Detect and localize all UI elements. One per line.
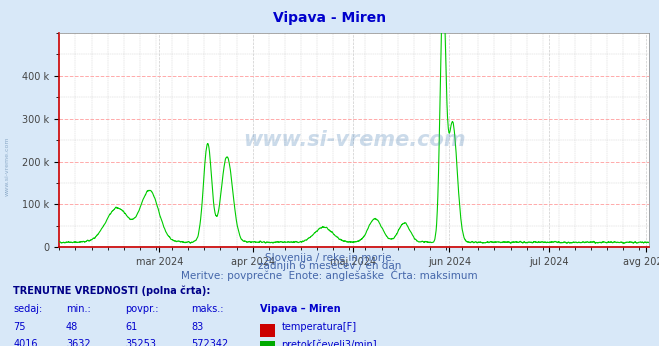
Text: sedaj:: sedaj: (13, 304, 42, 315)
Text: Vipava - Miren: Vipava - Miren (273, 11, 386, 25)
Text: Meritve: povprečne  Enote: anglešaške  Črta: maksimum: Meritve: povprečne Enote: anglešaške Črt… (181, 269, 478, 281)
Text: 3632: 3632 (66, 339, 90, 346)
Text: www.si-vreme.com: www.si-vreme.com (5, 136, 10, 196)
Text: Vipava – Miren: Vipava – Miren (260, 304, 341, 315)
Text: 4016: 4016 (13, 339, 38, 346)
Text: povpr.:: povpr.: (125, 304, 159, 315)
Text: temperatura[F]: temperatura[F] (281, 322, 357, 332)
Text: zadnjih 6 mesecev / en dan: zadnjih 6 mesecev / en dan (258, 261, 401, 271)
Bar (260, 324, 275, 337)
Text: 61: 61 (125, 322, 138, 332)
Text: 83: 83 (191, 322, 204, 332)
Bar (260, 341, 275, 346)
Text: Slovenija / reke in morje.: Slovenija / reke in morje. (264, 253, 395, 263)
Text: maks.:: maks.: (191, 304, 223, 315)
Text: TRENUTNE VREDNOSTI (polna črta):: TRENUTNE VREDNOSTI (polna črta): (13, 285, 211, 296)
Text: min.:: min.: (66, 304, 91, 315)
Text: 572342: 572342 (191, 339, 229, 346)
Text: 35253: 35253 (125, 339, 156, 346)
Text: 48: 48 (66, 322, 78, 332)
Text: pretok[čevelj3/min]: pretok[čevelj3/min] (281, 339, 377, 346)
Text: 75: 75 (13, 322, 26, 332)
Text: www.si-vreme.com: www.si-vreme.com (243, 130, 465, 150)
